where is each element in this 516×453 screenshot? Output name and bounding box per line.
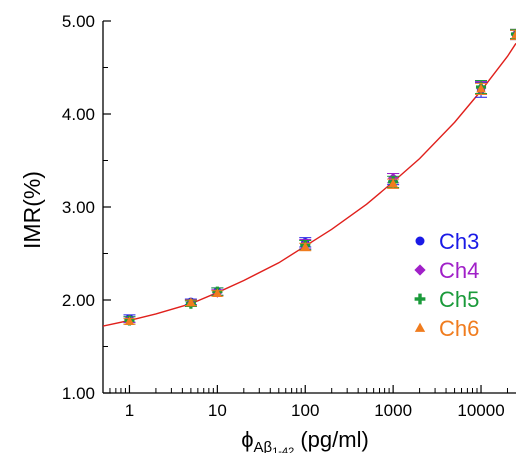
data-point xyxy=(476,83,486,93)
x-tick-label: 1 xyxy=(125,401,134,420)
plus-bar-v xyxy=(418,293,422,305)
y-tick-label: 4.00 xyxy=(62,105,95,124)
series-ch6 xyxy=(123,29,516,325)
legend-label-ch3: Ch3 xyxy=(439,229,479,254)
fit-curve-layer xyxy=(103,42,516,327)
x-axis-title-sub: Aβ xyxy=(254,439,273,453)
legend-marker-ch6 xyxy=(414,322,426,332)
data-point xyxy=(186,297,196,307)
legend-label-ch6: Ch6 xyxy=(439,316,479,341)
data-point xyxy=(124,316,135,325)
x-axis-title: ϕAβ1-42 (pg/ml) xyxy=(241,427,369,453)
y-ticks: 1.00 2.00 3.00 4.00 5.00 xyxy=(62,12,111,403)
x-axis-title-subsub: 1-42 xyxy=(272,446,294,453)
x-tick-label: 10 xyxy=(208,401,227,420)
x-tick-label: 1000 xyxy=(374,401,412,420)
y-tick-label: 5.00 xyxy=(62,12,95,31)
legend-label-ch4: Ch4 xyxy=(439,258,479,283)
x-axis-title-prefix: ϕ xyxy=(241,427,253,452)
data-point xyxy=(511,29,516,39)
legend-marker-ch3 xyxy=(415,236,425,246)
x-tick-label: 100 xyxy=(291,401,319,420)
series-layer xyxy=(123,28,516,326)
legend: Ch3 Ch4 Ch5 Ch6 xyxy=(414,229,479,341)
plus-bar-h xyxy=(510,32,516,36)
data-point xyxy=(388,178,398,188)
x-tick-label: 10000 xyxy=(457,401,504,420)
legend-label-ch5: Ch5 xyxy=(439,287,479,312)
data-point xyxy=(300,241,311,251)
legend-marker-ch5 xyxy=(414,293,426,305)
y-tick-label: 2.00 xyxy=(62,291,95,310)
fit-curve xyxy=(103,42,516,327)
legend-marker-ch4 xyxy=(414,264,426,276)
y-tick-label: 3.00 xyxy=(62,198,95,217)
x-ticks: 1 10 100 1000 10000 xyxy=(102,385,508,420)
y-axis-title: IMR(%) xyxy=(19,171,45,249)
x-axis-title-unit: (pg/ml) xyxy=(294,427,369,452)
y-tick-label: 1.00 xyxy=(62,384,95,403)
data-point xyxy=(212,288,223,298)
